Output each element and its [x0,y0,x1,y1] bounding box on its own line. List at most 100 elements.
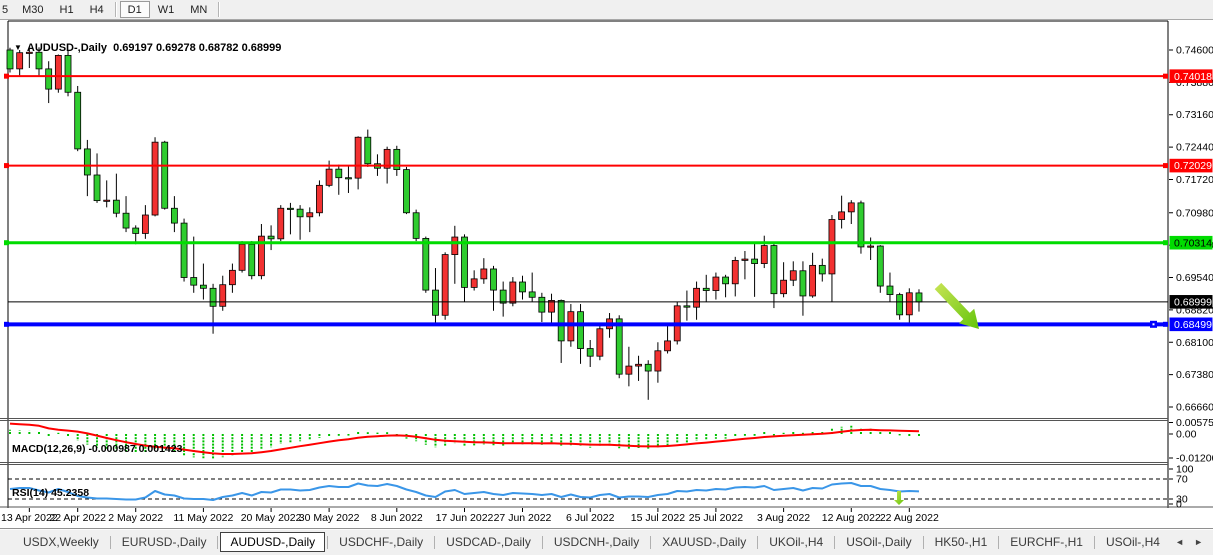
candle [151,137,159,217]
toolbar-separator [114,2,117,17]
candle [731,256,739,297]
candle [809,252,817,298]
tab-usdcad-daily[interactable]: USDCAD-,Daily [446,535,531,549]
candle [345,165,352,193]
rsi-line [9,482,920,501]
candle [480,258,488,284]
candle [770,242,778,309]
tab-usoil-daily[interactable]: USOil-,Daily [846,535,912,549]
toolbar-separator [218,2,221,17]
candle [818,258,826,282]
candle [693,281,700,320]
candle [722,274,729,298]
timeframe-button-H4[interactable]: H4 [89,3,104,16]
tab-usdchf-daily[interactable]: USDCHF-,Daily [339,535,424,549]
timeframe-button-MN[interactable]: MN [190,3,208,16]
symbol-tab-bar: USDX,Weekly EURUSD-,Daily AUDUSD-,Daily USD… [0,528,1213,555]
candle [141,205,149,239]
svg-text:0.72029: 0.72029 [1174,160,1212,172]
tab-eurchf-h1[interactable]: EURCHF-,H1 [1010,535,1083,549]
candle [132,225,140,245]
svg-text:20 May 2022: 20 May 2022 [241,512,302,524]
candle [470,270,478,291]
candle [886,272,894,302]
macd-panel: 0.0057520.00 -0.012005 [9,417,1213,465]
tab-eurusd-daily[interactable]: EURUSD-,Daily [121,535,207,549]
candle [780,262,787,298]
tab-separator [650,535,652,549]
candle [170,196,178,233]
tab-separator [922,535,924,549]
svg-text:0.66660: 0.66660 [1176,401,1213,413]
tab-separator [1093,535,1095,549]
tab-separator [217,535,219,549]
chart-frame [0,20,1213,508]
candle [751,242,758,297]
tab-separator [998,535,1000,549]
candle [538,292,546,323]
svg-text:0.67380: 0.67380 [1176,369,1213,381]
candle [432,268,439,325]
candle [519,275,526,300]
candle [664,324,671,354]
svg-text:30: 30 [1176,494,1188,506]
candle [799,261,807,316]
rsi-down-arrow-annotation[interactable] [894,491,904,505]
tab-separator [834,535,836,549]
chart-area[interactable]: 0.746000.738800.731600.724400.717200.709… [0,19,1213,528]
candle [103,180,111,208]
timeframe-button-H1[interactable]: H1 [59,3,74,16]
candle [287,202,294,235]
tab-scroll-left-icon[interactable]: ◄ [1175,536,1185,547]
hline-axis-handle [1163,240,1168,246]
down-arrow-annotation[interactable] [934,282,979,329]
candle [451,225,459,284]
svg-text:2 May 2022: 2 May 2022 [108,512,163,524]
timeframe-button-M30[interactable]: M30 [22,3,44,16]
svg-text:0.68100: 0.68100 [1176,337,1213,349]
candle [335,164,343,195]
svg-text:0.74018: 0.74018 [1174,71,1212,83]
tab-usdx-weekly[interactable]: USDX,Weekly [23,535,99,549]
candle [712,272,720,300]
candle [54,54,62,93]
candle [238,241,246,273]
candle [199,263,207,300]
tab-usoil-h4[interactable]: USOil-,H4 [1105,535,1160,549]
svg-text:0.72440: 0.72440 [1176,142,1213,154]
timeframe-button-D1[interactable]: D1 [119,1,150,18]
candle [876,245,884,293]
svg-text:27 Jun 2022: 27 Jun 2022 [494,512,552,524]
tab-ukoil-h4[interactable]: UKOil-,H4 [769,535,824,549]
hline-left-handle [4,163,9,169]
timeframe-button-5[interactable]: 5 [2,3,9,16]
tab-hk50-h1[interactable]: HK50-,H1 [934,535,988,549]
svg-text:0.70314: 0.70314 [1174,237,1212,249]
svg-text:13 Apr 2022: 13 Apr 2022 [1,512,58,524]
candle [838,195,846,229]
tab-scroll-right-icon[interactable]: ► [1194,536,1203,547]
tab-usdcnh-daily[interactable]: USDCNH-,Daily [553,535,640,549]
hline-left-handle [4,73,9,79]
candle [190,236,198,293]
hline-left-handle [4,321,9,327]
candle [112,173,120,218]
candle [596,322,604,361]
svg-text:11 May 2022: 11 May 2022 [173,512,233,524]
svg-text:100: 100 [1176,464,1194,476]
tab-audusd-daily[interactable]: AUDUSD-,Daily [220,532,326,552]
svg-text:0.68499: 0.68499 [1174,319,1212,331]
svg-text:22 Apr 2022: 22 Apr 2022 [49,512,106,524]
candle [586,340,594,367]
candle [364,129,372,167]
candle [654,342,662,383]
candle [577,304,584,364]
tab-xauusd-daily[interactable]: XAUUSD-,Daily [662,535,747,549]
candle [528,272,536,302]
chart-canvas[interactable]: 0.746000.738800.731600.724400.717200.709… [0,19,1213,528]
candle [461,234,468,302]
timeframe-button-W1[interactable]: W1 [157,3,175,16]
candle [83,139,91,197]
price-axis: 0.746000.738800.731600.724400.717200.709… [1169,45,1213,413]
